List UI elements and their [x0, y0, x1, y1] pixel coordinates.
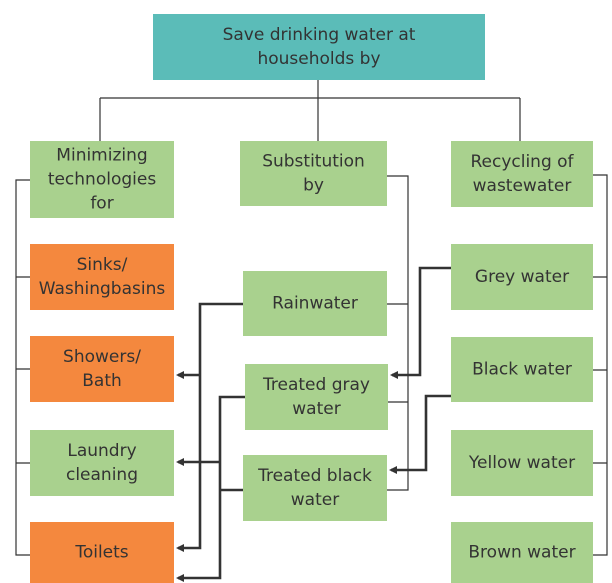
node-box: [30, 141, 174, 218]
node-box: [245, 364, 388, 430]
node-label: Grey water: [475, 267, 569, 287]
node-box: [30, 430, 174, 496]
node-box: [451, 141, 593, 207]
node-box: [451, 337, 593, 402]
node-label: Substitution: [262, 152, 365, 172]
node-label: technologies: [48, 170, 157, 190]
node-label: by: [303, 176, 324, 196]
node-label: Showers/: [63, 347, 141, 367]
node-box: [243, 271, 387, 336]
node-label: cleaning: [66, 465, 138, 485]
boxes: Save drinking water at households by Minim…: [30, 14, 593, 583]
node-box: [243, 455, 387, 521]
node-label: wastewater: [473, 176, 572, 196]
node-label: Treated gray: [262, 375, 370, 395]
node-box: [30, 336, 174, 402]
node-label: Minimizing: [56, 146, 147, 166]
node-label: for: [90, 194, 113, 214]
node-box: [451, 522, 593, 583]
node-label: households by: [257, 49, 380, 69]
node-label: Save drinking water at: [223, 25, 416, 45]
node-box: [153, 14, 485, 80]
node-box: [451, 244, 593, 310]
node-label: Toilets: [74, 543, 128, 563]
node-box: [451, 430, 593, 496]
node-box: [30, 522, 174, 583]
node-label: Black water: [472, 360, 572, 380]
node-box: [30, 244, 174, 310]
node-label: Recycling of: [470, 152, 574, 172]
node-label: Rainwater: [272, 294, 358, 314]
connectors: [15, 80, 608, 556]
node-label: water: [292, 399, 340, 419]
node-label: Yellow water: [468, 453, 575, 473]
node-box: [240, 141, 387, 206]
node-label: Laundry: [67, 441, 136, 461]
node-label: Brown water: [468, 543, 575, 563]
node-label: water: [291, 490, 339, 510]
node-label: Bath: [82, 371, 122, 391]
node-label: Sinks/: [77, 255, 128, 275]
node-label: Washingbasins: [39, 279, 166, 299]
node-label: Treated black: [257, 466, 372, 486]
arrows: [176, 266, 451, 582]
